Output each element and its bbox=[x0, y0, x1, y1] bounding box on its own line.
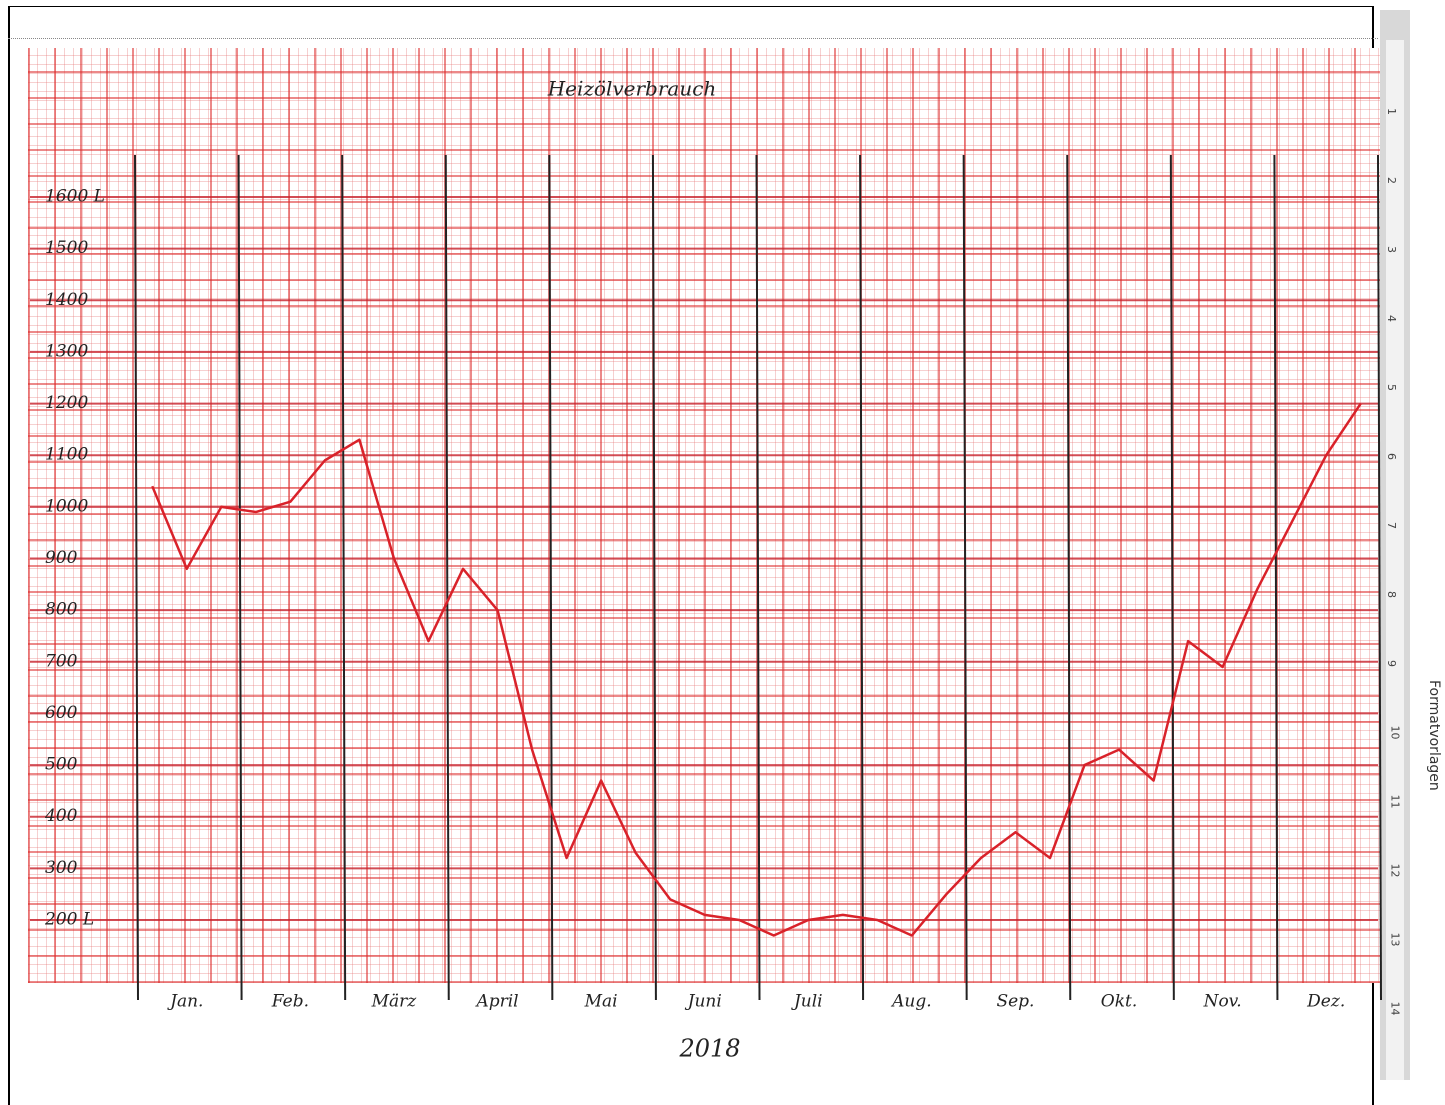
y-tick-label: 200 L bbox=[44, 910, 94, 930]
x-tick-label: Sep. bbox=[996, 992, 1034, 1012]
y-tick-label: 1000 bbox=[45, 496, 88, 516]
x-tick-label: Feb. bbox=[271, 992, 309, 1012]
y-tick-label: 1300 bbox=[45, 341, 88, 361]
y-tick-label: 500 bbox=[45, 755, 78, 775]
month-divider bbox=[1171, 155, 1174, 1000]
y-tick-label: 300 bbox=[45, 858, 78, 878]
x-tick-label: April bbox=[474, 992, 518, 1012]
y-tick-label: 600 bbox=[45, 703, 78, 723]
x-tick-label: Jan. bbox=[167, 992, 203, 1012]
x-tick-label: Juli bbox=[791, 992, 823, 1012]
chart-title: Heizölverbrauch bbox=[547, 77, 717, 101]
page: 1234567891011121314 Formatvorlagen Heizö… bbox=[0, 0, 1445, 1104]
x-tick-label: März bbox=[371, 992, 418, 1012]
y-tick-label: 400 bbox=[44, 806, 78, 826]
month-divider bbox=[860, 155, 863, 1000]
x-tick-label: Okt. bbox=[1101, 992, 1137, 1012]
y-tick-label: 1400 bbox=[45, 290, 88, 310]
y-tick-label: 1100 bbox=[45, 445, 88, 465]
month-divider bbox=[239, 155, 242, 1000]
chart: Heizölverbrauch 2018 200 L 300 400 500 600 70… bbox=[0, 0, 1445, 1104]
month-divider bbox=[1378, 155, 1381, 1000]
x-axis-label: 2018 bbox=[678, 1035, 740, 1063]
x-tick-label: Mai bbox=[584, 992, 618, 1012]
month-divider bbox=[446, 155, 449, 1000]
month-divider bbox=[549, 155, 552, 1000]
month-divider bbox=[135, 155, 138, 1000]
month-divider bbox=[1274, 155, 1277, 1000]
y-tick-label: 700 bbox=[45, 651, 78, 671]
y-tick-label: 1500 bbox=[45, 238, 88, 258]
data-line bbox=[152, 404, 1360, 936]
month-divider bbox=[342, 155, 345, 1000]
month-divider bbox=[757, 155, 760, 1000]
x-tick-label: Aug. bbox=[890, 992, 932, 1012]
month-divider bbox=[653, 155, 656, 1000]
x-tick-label: Nov. bbox=[1203, 992, 1242, 1012]
y-tick-label: 1600 L bbox=[45, 187, 105, 207]
month-divider bbox=[1067, 155, 1070, 1000]
y-tick-label: 1200 bbox=[45, 393, 88, 413]
x-tick-label: Juni bbox=[685, 992, 722, 1012]
y-tick-label: 800 bbox=[45, 600, 78, 620]
y-tick-label: 900 bbox=[45, 548, 78, 568]
x-tick-label: Dez. bbox=[1306, 992, 1345, 1012]
